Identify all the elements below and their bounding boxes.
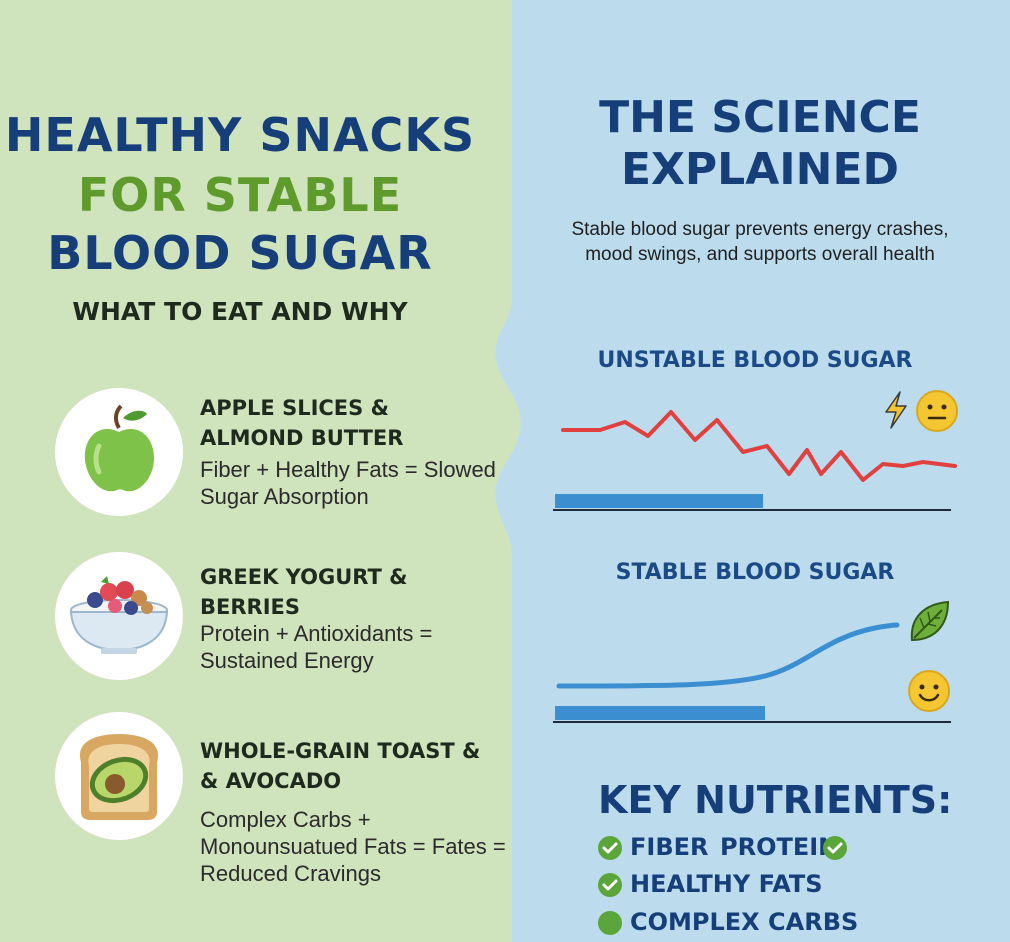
science-title-line-1: THE SCIENCE: [599, 92, 921, 143]
snack-description: Complex Carbs + Monounsuatued Fats = Fat…: [200, 807, 506, 886]
check-icon: [598, 836, 622, 860]
avocado-toast-icon: [55, 712, 183, 840]
science-title-line-2: EXPLAINED: [620, 144, 900, 195]
title-line-3: BLOOD SUGAR: [47, 226, 433, 280]
snack-item-apple: APPLE SLICES & ALMOND BUTTER Fiber + Hea…: [55, 388, 525, 518]
nutrient-fiber: FIBER: [630, 833, 709, 861]
snack-name: WHOLE-GRAIN TOAST & & AVOCADO: [200, 739, 481, 793]
snack-description: Protein + Antioxidants = Sustained Energ…: [200, 621, 433, 673]
snack-item-toast: WHOLE-GRAIN TOAST & & AVOCADO Complex Ca…: [55, 712, 525, 886]
key-nutrients-title: KEY NUTRIENTS:: [598, 778, 953, 822]
bullet-dot-icon: [598, 911, 622, 935]
nutrient-healthy-fats: HEALTHY FATS: [630, 870, 823, 898]
check-icon: [823, 836, 847, 860]
subtitle: WHAT TO EAT AND WHY: [72, 297, 408, 326]
neutral-face-icon: [914, 388, 960, 439]
smiley-face-icon: [906, 668, 952, 719]
snack-name: APPLE SLICES & ALMOND BUTTER: [200, 396, 404, 450]
yogurt-bowl-icon: [55, 552, 183, 680]
left-panel: [0, 0, 521, 942]
apple-icon: [55, 388, 183, 516]
unstable-label: UNSTABLE BLOOD SUGAR: [597, 348, 913, 373]
snack-description: Fiber + Healthy Fats = Slowed Sugar Abso…: [200, 457, 496, 509]
title-line-2: FOR STABLE: [77, 168, 403, 222]
nutrient-complex-carbs: COMPLEX CARBS: [630, 908, 859, 936]
nutrient-protein: PROTEIN: [720, 833, 839, 861]
leaf-icon: [906, 598, 952, 649]
unstable-chart: [545, 390, 965, 525]
lightning-icon: [882, 390, 910, 435]
snack-item-yogurt: GREEK YOGURT & BERRIES Protein + Antioxi…: [55, 552, 525, 682]
stable-label: STABLE BLOOD SUGAR: [615, 560, 895, 585]
title-line-1: HEALTHY SNACKS: [4, 108, 476, 162]
check-icon: [598, 873, 622, 897]
stable-chart: [545, 600, 965, 735]
snack-name: GREEK YOGURT & BERRIES: [200, 565, 408, 619]
science-description: Stable blood sugar prevents energy crash…: [571, 219, 949, 265]
